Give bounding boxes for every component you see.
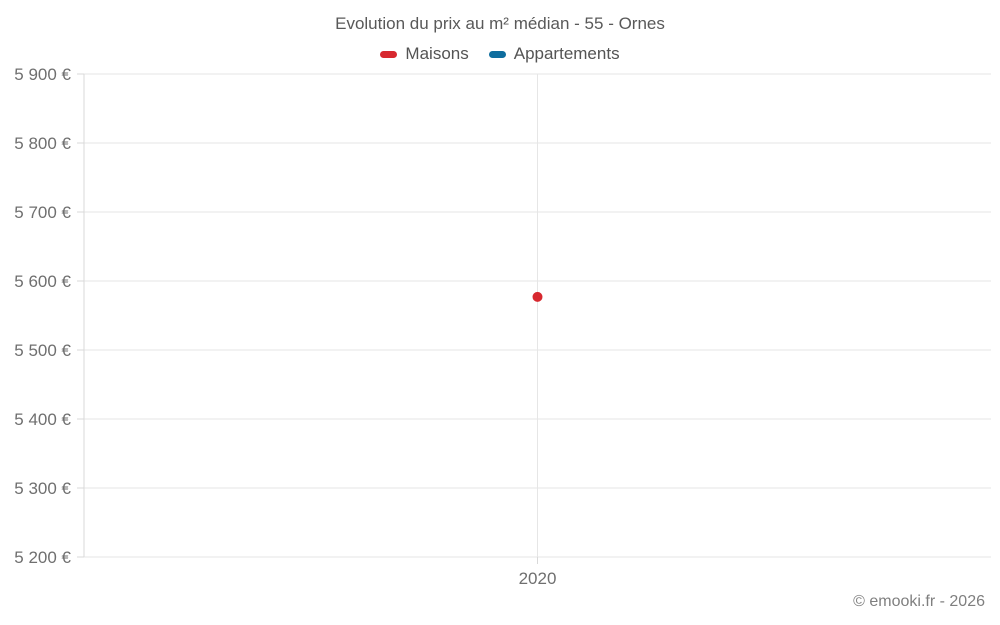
x-tick-label: 2020 [519, 569, 557, 588]
y-tick-label: 5 700 € [14, 203, 71, 222]
chart-legend: Maisons Appartements [0, 44, 1000, 64]
legend-label-maisons: Maisons [405, 44, 469, 63]
y-tick-label: 5 400 € [14, 410, 71, 429]
y-tick-label: 5 900 € [14, 65, 71, 84]
chart-title: Evolution du prix au m² médian - 55 - Or… [335, 14, 665, 33]
appartements-swatch-icon [488, 50, 506, 58]
maisons-swatch-icon [380, 50, 398, 58]
data-point-maisons[interactable] [532, 291, 543, 302]
y-tick-label: 5 300 € [14, 479, 71, 498]
legend-item-appartements[interactable]: Appartements [488, 44, 620, 64]
y-tick-label: 5 200 € [14, 548, 71, 567]
copyright-text: © emooki.fr - 2026 [853, 593, 985, 610]
y-tick-label: 5 800 € [14, 134, 71, 153]
y-tick-label: 5 500 € [14, 341, 71, 360]
y-tick-label: 5 600 € [14, 272, 71, 291]
legend-label-appartements: Appartements [513, 44, 620, 63]
legend-item-maisons[interactable]: Maisons [380, 44, 469, 64]
